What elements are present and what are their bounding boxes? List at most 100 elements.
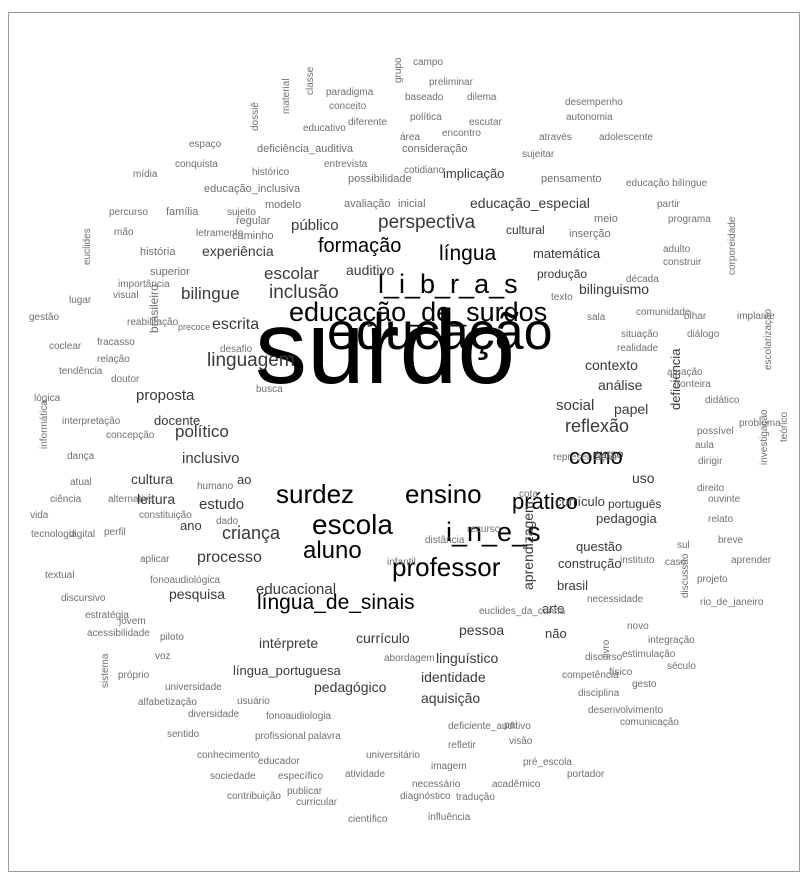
word-reflexao: reflexão <box>565 416 630 436</box>
word-avaliacao: avaliação <box>344 198 391 210</box>
word-inclusivo: inclusivo <box>182 450 240 467</box>
word-jovem: jovem <box>119 616 146 627</box>
word-contexto: contexto <box>585 357 638 373</box>
word-nao: não <box>545 626 567 641</box>
word-construir: construir <box>663 257 702 268</box>
word-tendencia: tendência <box>59 366 103 377</box>
word-estrategia: estratégia <box>85 610 129 621</box>
word-sujeitar: sujeitar <box>522 149 555 160</box>
word-papel: papel <box>614 401 649 417</box>
word-comunicacao: comunicação <box>620 717 679 728</box>
word-percurso: percurso <box>109 207 148 218</box>
word-educacao-bilingue: educação bilíngue <box>626 178 708 189</box>
word-auditivo: auditivo <box>346 262 395 278</box>
word-baseado: baseado <box>405 92 444 103</box>
word-livro: livro <box>601 639 612 658</box>
word-pedagogico: pedagógico <box>314 679 387 695</box>
word-i-n-e-s: i_n_e_s <box>446 517 541 547</box>
word-euclides: euclides <box>82 228 93 265</box>
word-corporeidade: corporeidade <box>727 216 738 275</box>
word-fronteira: fronteira <box>674 379 711 390</box>
word-ensino: ensino <box>405 479 482 509</box>
word-disciplina: disciplina <box>578 688 620 699</box>
word-cultural: cultural <box>506 223 545 237</box>
word-sala: sala <box>587 312 606 323</box>
word-escrita: escrita <box>212 316 260 333</box>
word-escutar: escutar <box>469 117 502 128</box>
word-cientifico: científico <box>348 814 388 825</box>
word-preliminar: preliminar <box>429 77 473 88</box>
word-surdez: surdez <box>276 479 355 509</box>
word-ao: ao <box>237 472 252 487</box>
word-cotidiano: cotidiano <box>404 165 445 176</box>
word-educacional: educacional <box>256 581 337 598</box>
word-seculo: século <box>667 661 696 672</box>
word-partir: partir <box>657 199 680 210</box>
word-interpretacao: interpretação <box>62 416 121 427</box>
word-humano: humano <box>197 481 234 492</box>
word-profissional: profissional <box>255 731 306 742</box>
word-desempenho: desempenho <box>565 97 623 108</box>
word-cota: cota <box>519 489 538 500</box>
word-visual: visual <box>113 290 139 301</box>
word-usuario: usuário <box>237 696 270 707</box>
word-necessidade: necessidade <box>587 594 644 605</box>
word-atividade: atividade <box>345 769 386 780</box>
word-discurso: discurso <box>585 652 623 663</box>
word-curriculo: currículo <box>555 494 605 509</box>
word-implante: implante <box>737 311 775 322</box>
word-traducao: tradução <box>456 792 495 803</box>
word-construcao: construção <box>558 556 622 571</box>
word-professor: professor <box>392 552 501 582</box>
word-fracasso: fracasso <box>97 337 135 348</box>
word-estudo: estudo <box>199 496 245 513</box>
word-dilema: dilema <box>467 92 497 103</box>
word-diversidade: diversidade <box>188 709 240 720</box>
word-aluno: aluno <box>303 537 362 564</box>
word-imagem: imagem <box>431 761 467 772</box>
word-historia: história <box>140 246 176 258</box>
word-precoce: precoce <box>178 322 211 332</box>
word-politica: política <box>410 112 442 123</box>
word-l-i-b-r-a-s: l_i_b_r_a_s <box>378 269 518 299</box>
word-relacao: relação <box>97 354 130 365</box>
word-importancia: importância <box>118 279 170 290</box>
word-modelo: modelo <box>265 199 302 211</box>
word-perfil: perfil <box>104 527 126 538</box>
word-desafio: desafio <box>220 344 253 355</box>
word-deficiente-auditivo: deficiente_auditivo <box>448 721 531 732</box>
word-paradigma: paradigma <box>326 87 374 98</box>
word-acessibilidade: acessibilidade <box>87 628 150 639</box>
word-lingua: língua <box>439 242 497 265</box>
word-necessario: necessário <box>412 779 461 790</box>
word-palavra: palavra <box>308 731 341 742</box>
word-escolar: escolar <box>264 264 319 283</box>
word-direito: direito <box>697 483 725 494</box>
word-superior: superior <box>150 266 190 278</box>
word-curriculo: currículo <box>356 630 410 646</box>
word-insercao: inserção <box>569 228 611 240</box>
word-implicacao: implicação <box>443 166 505 181</box>
word-linguistico: linguístico <box>436 650 499 666</box>
word-aquisicao: aquisição <box>421 690 481 706</box>
word-aplicar: aplicar <box>140 554 170 565</box>
word-espaco: espaço <box>189 139 222 150</box>
word-docente: docente <box>154 413 201 428</box>
word-deficiencia-auditiva: deficiência_auditiva <box>257 143 354 155</box>
word-sistema: sistema <box>100 653 111 688</box>
word-situacao: situação <box>621 329 659 340</box>
word-dado: dado <box>216 516 239 527</box>
word-crianca: criança <box>222 523 281 543</box>
word-inclusao: inclusão <box>269 282 339 303</box>
word-vida: vida <box>30 510 49 521</box>
word-leitura: leitura <box>137 491 176 507</box>
word-sociedade: sociedade <box>210 771 256 782</box>
word-lingua-portuguesa: língua_portuguesa <box>233 663 341 678</box>
word-logica: lógica <box>34 393 61 404</box>
word-formacao: formação <box>318 235 402 257</box>
word-reabilitacao: reabilitação <box>127 317 179 328</box>
word-visao: visão <box>509 736 533 747</box>
word-producao: produção <box>537 267 588 281</box>
word-ciencia: ciência <box>50 494 82 505</box>
word-novo: novo <box>627 621 649 632</box>
